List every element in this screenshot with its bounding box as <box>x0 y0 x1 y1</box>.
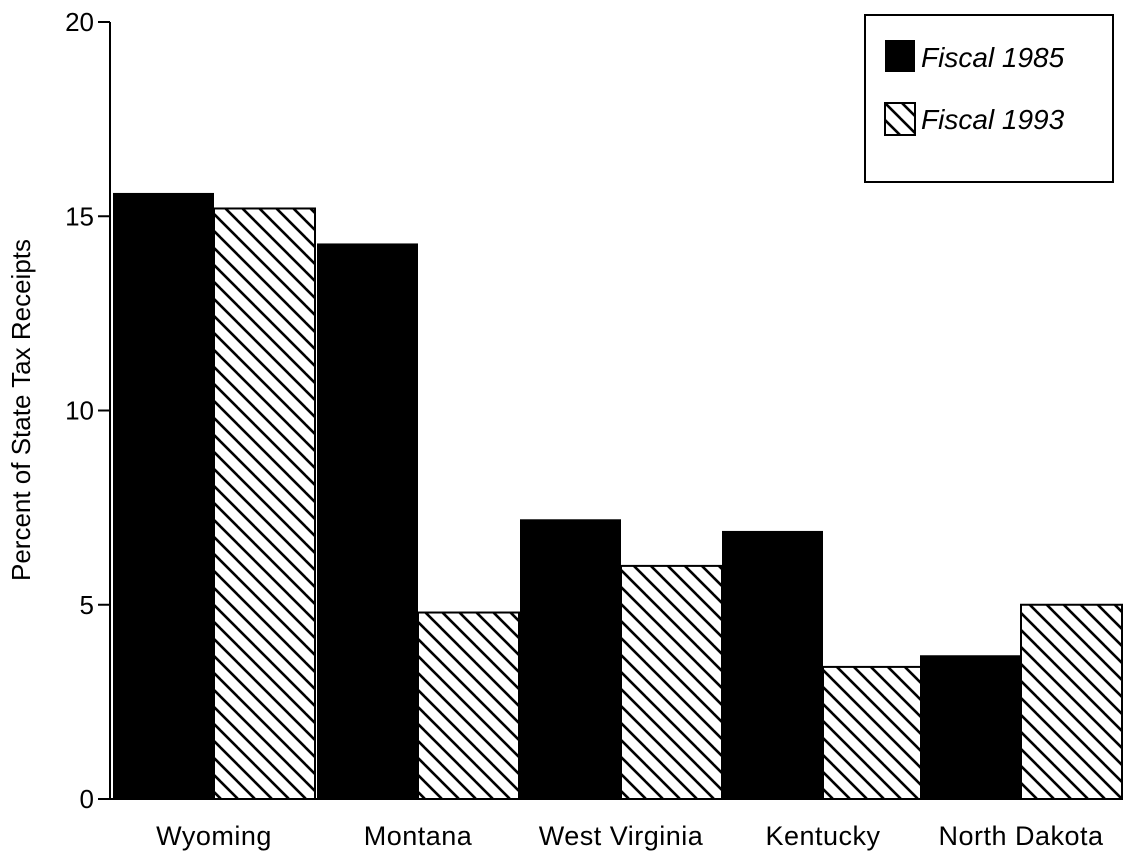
legend-swatch-fiscal-1985 <box>885 40 915 72</box>
y-tick-label: 10 <box>65 396 94 426</box>
y-axis-title: Percent of State Tax Receipts <box>6 239 36 581</box>
y-axis-ticks: 0 5 10 15 20 <box>65 7 110 814</box>
bar-montana-fiscal-1993 <box>417 611 520 801</box>
legend-label-fiscal-1985: Fiscal 1985 <box>921 42 1065 73</box>
y-tick-label: 5 <box>80 590 94 620</box>
bar-wyoming-fiscal-1993 <box>213 207 316 801</box>
bar-montana-fiscal-1985 <box>317 243 418 799</box>
legend-swatch-fiscal-1993 <box>884 102 916 136</box>
bar-west-virginia-fiscal-1985 <box>520 519 621 799</box>
bar-kentucky-fiscal-1985 <box>722 530 823 799</box>
category-label: Wyoming <box>156 821 272 851</box>
bar-north-dakota-fiscal-1993 <box>1020 603 1123 800</box>
legend-box <box>864 14 1114 183</box>
bar-west-virginia-fiscal-1993 <box>620 564 723 801</box>
bar-north-dakota-fiscal-1985 <box>920 655 1021 799</box>
legend: Fiscal 1985 Fiscal 1993 <box>864 14 1114 183</box>
y-tick-label: 20 <box>65 7 94 37</box>
x-axis-categories: Wyoming Montana West Virginia Kentucky North… <box>156 821 1104 851</box>
category-label: West Virginia <box>539 821 704 851</box>
y-tick-label: 0 <box>80 784 94 814</box>
category-label: Montana <box>364 821 473 851</box>
y-tick-label: 15 <box>65 201 94 231</box>
bar-kentucky-fiscal-1993 <box>822 665 925 800</box>
bars <box>113 192 1123 801</box>
category-label: North Dakota <box>938 821 1104 851</box>
category-label: Kentucky <box>765 821 880 851</box>
bar-wyoming-fiscal-1985 <box>113 192 214 799</box>
legend-label-fiscal-1993: Fiscal 1993 <box>921 104 1065 135</box>
